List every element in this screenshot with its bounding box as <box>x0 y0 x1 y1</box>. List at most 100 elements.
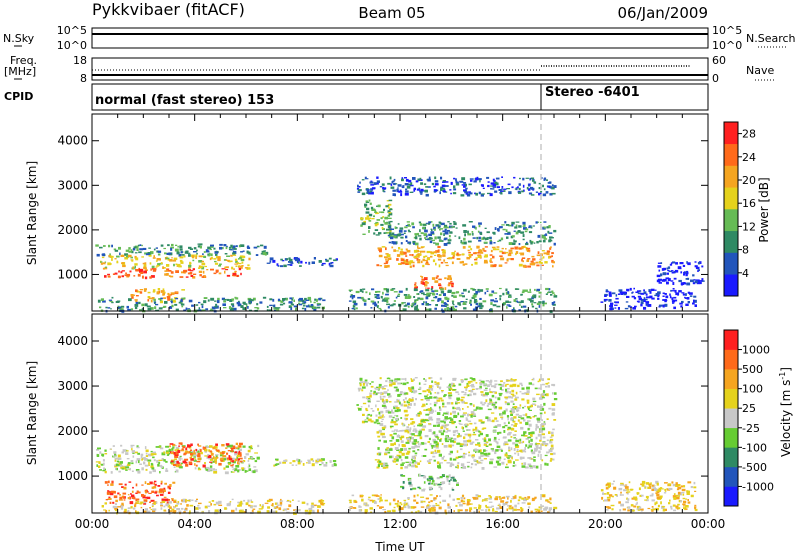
power-cell-12 <box>664 303 668 307</box>
power-cell-0 <box>208 252 211 256</box>
power-cell-8 <box>475 226 477 230</box>
velocity-cell-4 <box>312 460 314 462</box>
velocity-cell-6 <box>456 466 458 468</box>
power-cell-8 <box>549 238 552 241</box>
power-cell-1 <box>126 254 130 258</box>
power-cell-2 <box>102 267 106 270</box>
velocity-cell-5 <box>400 417 403 419</box>
velocity-cell-5 <box>397 382 401 385</box>
velocity-cell-1 <box>179 464 182 466</box>
velocity-cell-0 <box>193 454 198 457</box>
power-cell-11 <box>431 299 435 302</box>
power-cell-11 <box>420 290 424 293</box>
velocity-cell-6 <box>513 424 517 427</box>
power-cell-8 <box>467 230 469 234</box>
velocity-cell-4 <box>296 458 299 462</box>
power-cell-12 <box>662 299 666 301</box>
power-cell-6 <box>441 184 446 188</box>
power-cell-9 <box>518 247 522 250</box>
velocity-cell-1 <box>212 446 216 450</box>
velocity-cell-6 <box>548 449 553 453</box>
power-cell-13 <box>658 269 661 272</box>
velocity-cell-2 <box>154 483 157 486</box>
power-cell-6 <box>392 180 395 183</box>
power-cell-2 <box>118 270 120 273</box>
power-cell-1 <box>200 265 203 268</box>
velocity-cell-5 <box>457 398 460 401</box>
power-cell-6 <box>428 176 431 180</box>
velocity-cell-5 <box>503 382 506 384</box>
velocity-cell-8 <box>498 496 501 498</box>
velocity-cell-8 <box>520 508 524 511</box>
power-cell-4 <box>229 299 232 302</box>
velocity-cell-3 <box>194 500 198 503</box>
power-cell-11 <box>410 304 414 306</box>
velocity-cell-5 <box>552 412 555 414</box>
velocity-cell-5 <box>463 394 467 396</box>
power-cell-12 <box>693 299 697 303</box>
velocity-cell-3 <box>198 502 202 505</box>
power-cell-1 <box>240 258 245 262</box>
power-cell-1 <box>122 264 126 268</box>
velocity-cell-9 <box>664 490 667 492</box>
velocity-cell-7 <box>445 475 450 478</box>
power-cell-7 <box>368 220 372 222</box>
power-cell-1 <box>248 257 251 261</box>
velocity-cell-8 <box>435 503 438 505</box>
power-cell-1 <box>135 257 139 261</box>
velocity-cell-0 <box>144 458 148 461</box>
power-cell-6 <box>419 177 422 181</box>
power-cell-12 <box>631 295 635 298</box>
velocity-cell-4 <box>331 464 334 467</box>
velocity-cell-6 <box>381 462 386 465</box>
power-cell-11 <box>436 293 438 295</box>
power-cell-9 <box>550 246 552 249</box>
velocity-cell-6 <box>512 464 515 467</box>
velocity-colorbar-tick-label: -500 <box>742 461 767 474</box>
velocity-cell-2 <box>107 484 109 486</box>
velocity-cell-0 <box>147 464 150 466</box>
velocity-cell-0 <box>250 456 253 459</box>
velocity-cell-6 <box>540 443 544 446</box>
velocity-cell-6 <box>540 424 545 427</box>
power-cell-8 <box>525 242 529 246</box>
power-cell-4 <box>203 297 208 299</box>
power-cell-9 <box>400 248 403 251</box>
velocity-cell-5 <box>380 386 385 389</box>
power-cell-0 <box>210 245 214 248</box>
velocity-cell-3 <box>266 510 270 513</box>
power-cell-11 <box>414 300 417 303</box>
power-cell-2 <box>175 270 179 273</box>
power-cell-9 <box>490 264 494 268</box>
velocity-cell-5 <box>479 407 483 410</box>
power-cell-6 <box>528 192 533 195</box>
power-cell-11 <box>527 298 529 301</box>
power-cell-12 <box>614 301 616 303</box>
velocity-frame <box>91 313 709 514</box>
velocity-cell-9 <box>655 508 657 511</box>
velocity-cell-7 <box>450 477 455 479</box>
velocity-cell-6 <box>464 425 468 428</box>
velocity-cell-6 <box>475 443 479 446</box>
power-cell-4 <box>301 307 305 310</box>
power-cell-12 <box>627 305 631 308</box>
power-cell-7 <box>381 226 384 230</box>
velocity-cell-6 <box>477 462 479 465</box>
power-cell-0 <box>205 249 209 252</box>
power-cell-8 <box>478 239 482 242</box>
power-cell-12 <box>674 289 677 293</box>
velocity-cell-5 <box>393 406 396 410</box>
velocity-cell-9 <box>655 480 659 484</box>
velocity-ytick-label: 2000 <box>57 424 88 438</box>
power-cell-4 <box>180 298 183 302</box>
velocity-cell-6 <box>485 445 489 447</box>
power-cell-13 <box>683 282 686 284</box>
date-title: 06/Jan/2009 <box>618 4 709 22</box>
power-cell-13 <box>685 271 687 274</box>
nsky-label: N.Sky <box>3 32 35 45</box>
velocity-cell-6 <box>462 430 465 432</box>
velocity-cell-9 <box>622 508 626 511</box>
power-cell-1 <box>156 264 160 267</box>
power-cell-6 <box>478 178 482 181</box>
velocity-cell-9 <box>649 494 654 497</box>
